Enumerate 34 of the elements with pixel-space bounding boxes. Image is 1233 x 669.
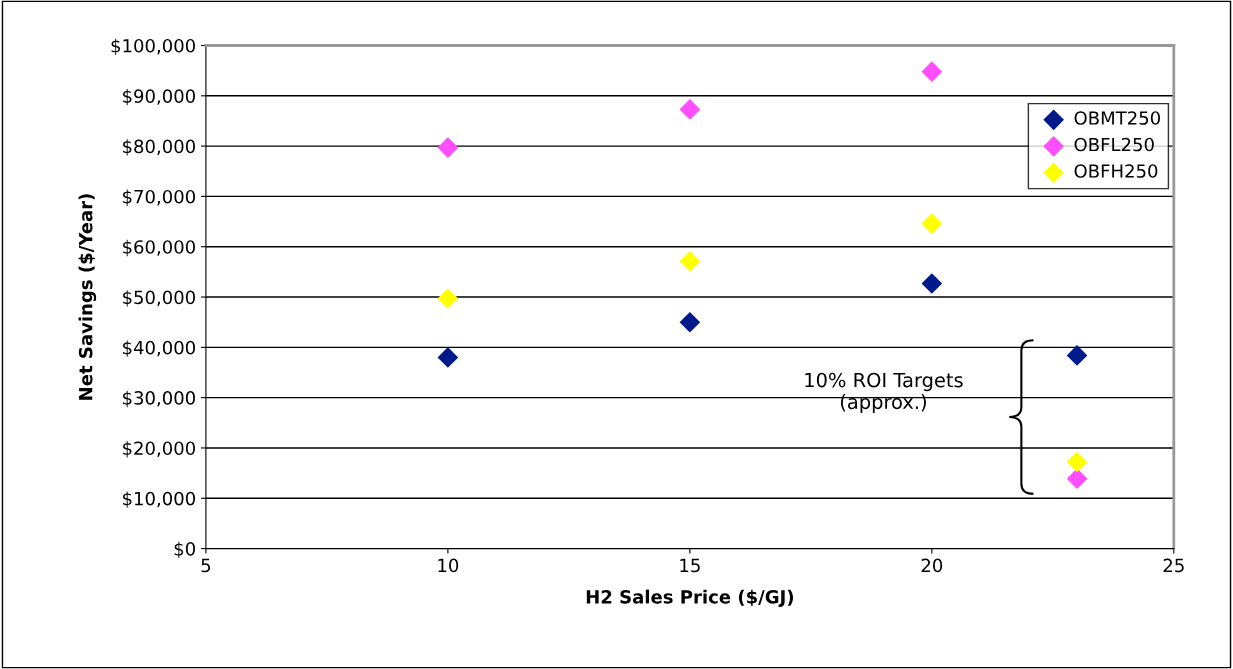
point [679,99,701,120]
y-tick-label: $50,000 [123,290,195,307]
point [921,213,943,234]
point [1066,468,1088,489]
y-tick-label: $70,000 [123,189,195,206]
y-tick-label: $20,000 [123,441,195,458]
point [437,288,459,309]
point [437,347,459,368]
point [1066,345,1088,366]
y-tick-label: $30,000 [123,390,195,408]
x-tick-label: 5 [201,558,211,573]
y-tick-label: $40,000 [123,340,195,357]
y-tick-label: $0 [174,541,195,559]
x-tick-label: 20 [921,558,943,573]
y-tick-label: $100,000 [111,38,195,56]
annotation: 10% ROI Targets (approx.) [805,372,963,413]
y-tick-label: $10,000 [123,491,195,508]
x-axis-title: H2 Sales Price ($/GJ) [586,589,793,607]
legend-label: OBFH250 [1074,164,1158,178]
legend-label: OBFL250 [1074,137,1154,152]
point [921,273,943,294]
point [437,137,459,158]
y-tick-label: $60,000 [123,239,195,257]
y-axis-title: Net Savings ($/Year) [78,194,97,400]
y-tick-label: $90,000 [123,88,195,106]
x-tick-label: 25 [1163,558,1184,573]
x-tick-label: 10 [438,558,459,573]
legend-label: OBMT250 [1074,111,1160,125]
point [921,61,943,82]
x-tick-label: 15 [680,558,700,573]
point [679,311,701,333]
point [679,251,701,272]
point [1066,451,1088,473]
y-tick-label: $80,000 [123,139,195,156]
